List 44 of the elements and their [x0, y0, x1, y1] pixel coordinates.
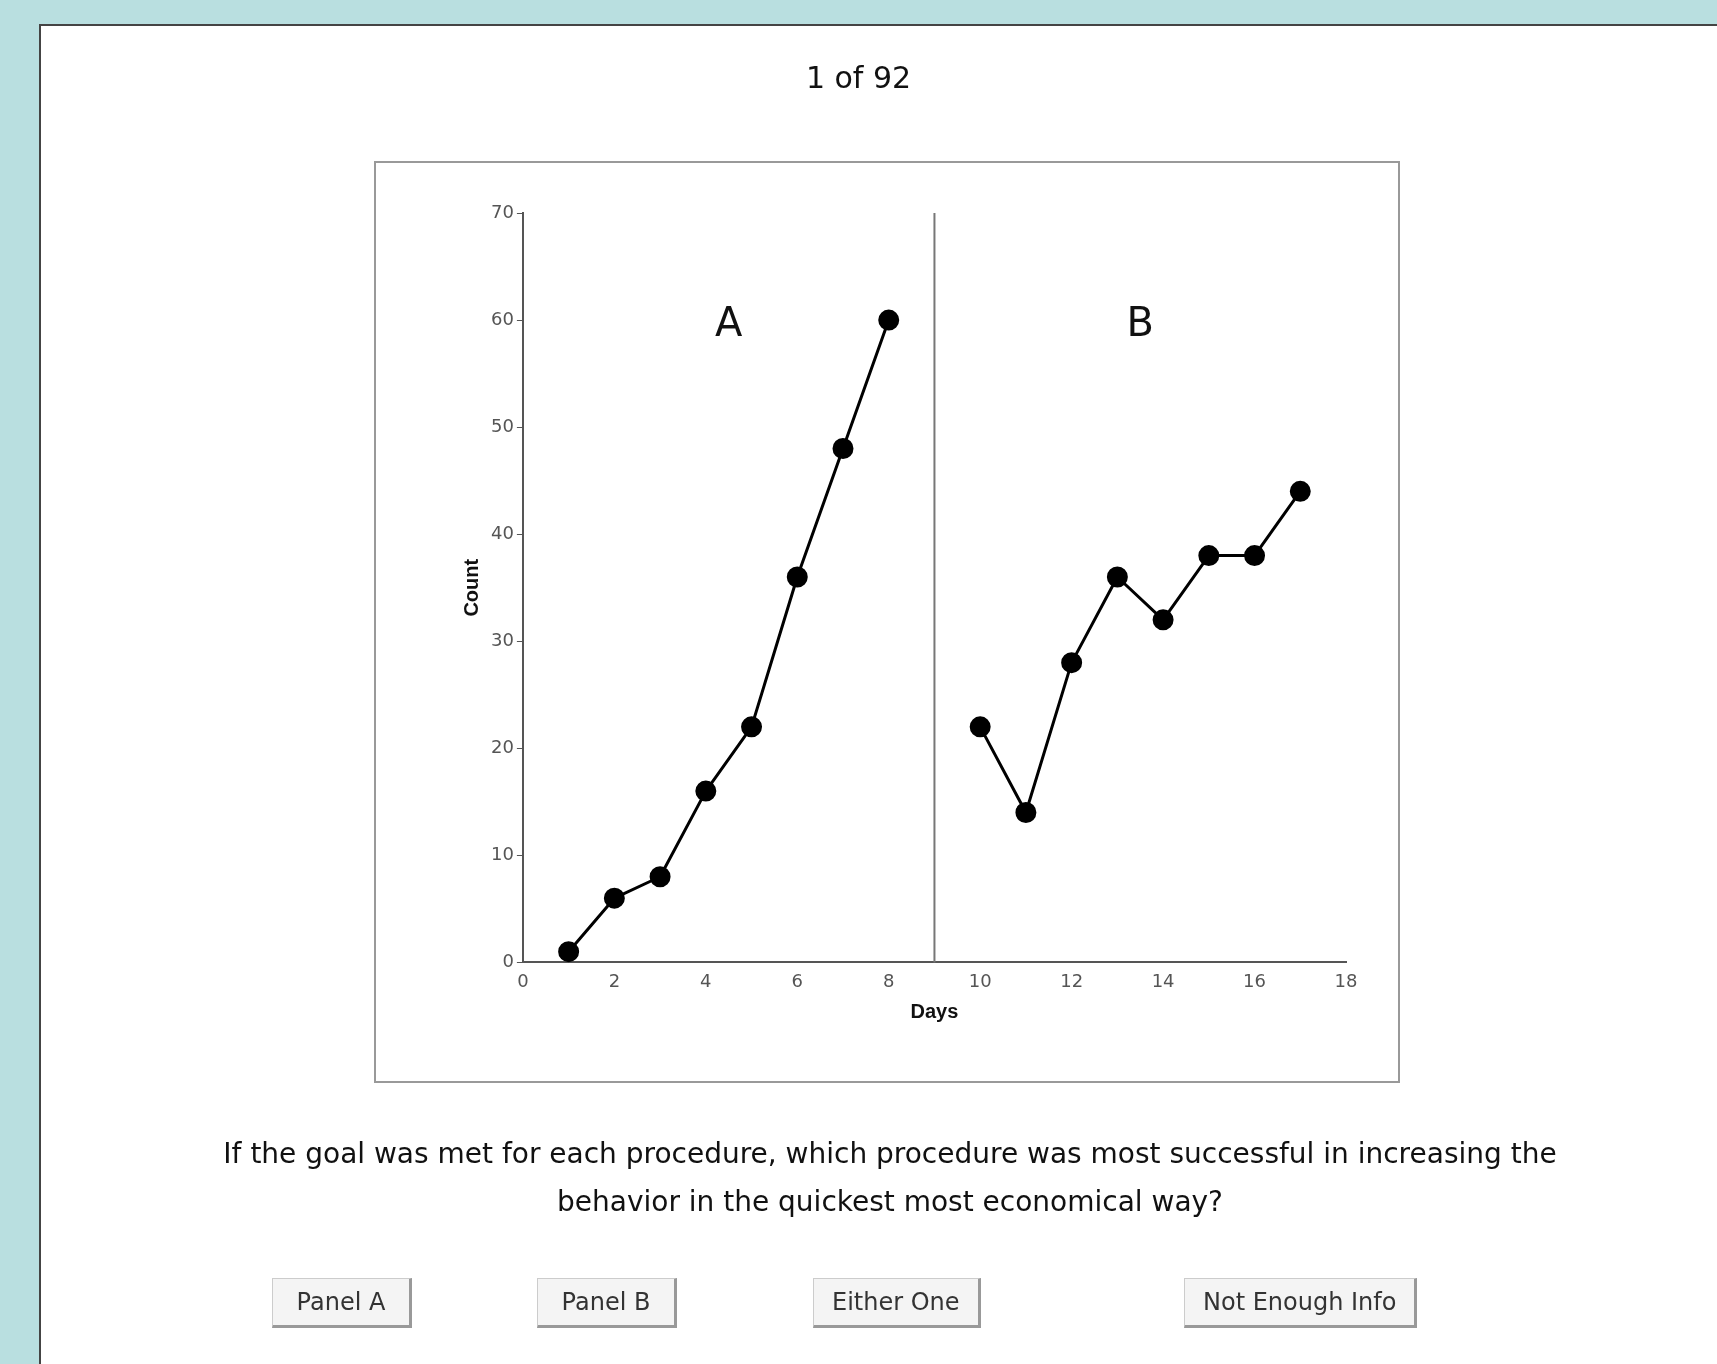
- x-axis-title: Days: [910, 999, 959, 1022]
- point: [1015, 802, 1037, 824]
- y-tick-label: 50: [491, 414, 514, 436]
- y-axis-title: Count: [459, 558, 482, 617]
- y-tick-label: 20: [491, 735, 514, 757]
- x-tick-label: 10: [968, 969, 992, 991]
- point: [1061, 652, 1083, 674]
- x-tick-label: 8: [883, 969, 895, 991]
- point: [832, 438, 854, 460]
- point: [558, 941, 580, 963]
- text: Panel B: [537, 1278, 677, 1328]
- annotation: B: [1126, 298, 1154, 345]
- point: [969, 716, 991, 738]
- text: If the goal was met for each procedure, which procedure was most successful in increasing the behavior in the quickest most economical way?: [222, 1136, 1558, 1220]
- text: Either One: [813, 1278, 981, 1328]
- point: [741, 716, 763, 738]
- chart-title: 1 of 92: [804, 60, 913, 95]
- y-tick-label: 0: [502, 950, 514, 972]
- x-tick-label: 2: [608, 969, 621, 991]
- x-tick-label: 14: [1151, 969, 1175, 991]
- point: [878, 309, 900, 331]
- x-tick-label: 0: [517, 969, 529, 991]
- x-tick-label: 4: [700, 969, 712, 991]
- point: [649, 866, 671, 888]
- x-tick-label: 12: [1060, 969, 1084, 991]
- point: [1106, 566, 1128, 588]
- point: [1198, 545, 1220, 567]
- point: [695, 780, 717, 802]
- text: Panel A: [272, 1278, 412, 1328]
- text: Not Enough Info: [1184, 1278, 1418, 1328]
- y-tick-label: 60: [491, 307, 514, 329]
- x-tick-label: 16: [1243, 969, 1266, 991]
- point: [1152, 609, 1174, 631]
- point: [1244, 545, 1266, 567]
- annotation: A: [714, 298, 743, 345]
- y-tick-label: 30: [491, 628, 514, 650]
- y-tick-label: 10: [491, 843, 514, 865]
- y-tick-label: 40: [491, 521, 514, 543]
- y-tick-label: 70: [491, 200, 514, 222]
- point: [1289, 480, 1311, 502]
- point: [786, 566, 808, 588]
- point: [603, 887, 625, 909]
- x-tick-label: 18: [1334, 969, 1358, 991]
- x-tick-label: 6: [791, 969, 803, 991]
